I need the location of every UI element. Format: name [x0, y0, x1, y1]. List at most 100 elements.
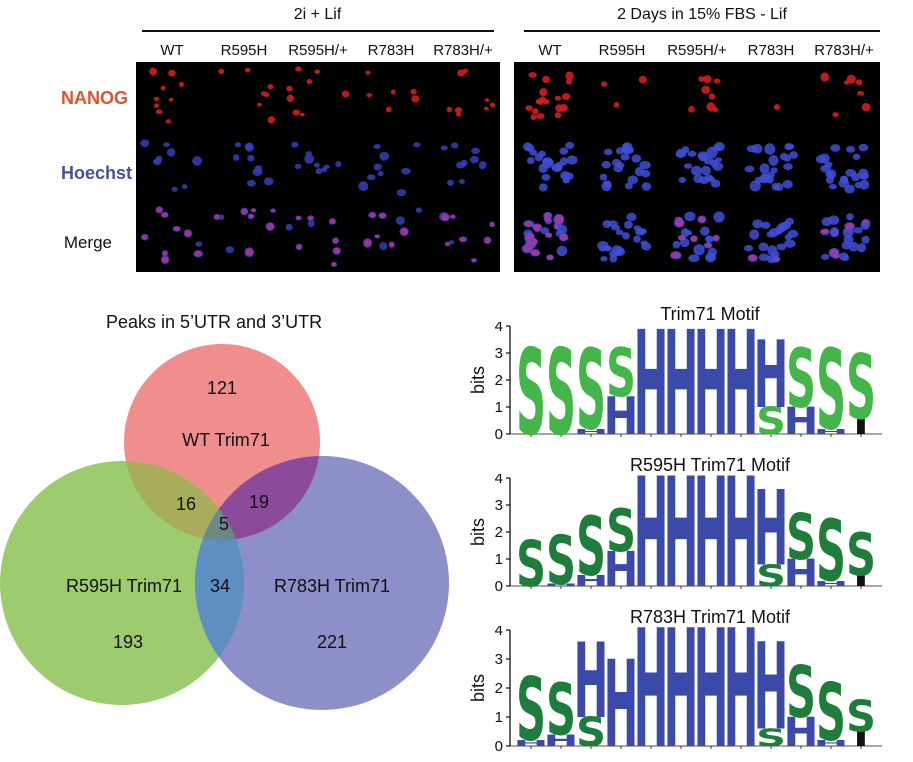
- logo-0-pos-10-s: S: [816, 325, 846, 444]
- micrograph-right-nanog-2: [661, 62, 733, 131]
- logo-0-pos-3-s: S: [606, 336, 636, 413]
- ytick-label-0-4: 4: [495, 322, 503, 335]
- logo-1-pos-2-s: S: [576, 501, 606, 594]
- logo-0-pos-10-h: H: [814, 427, 849, 436]
- micrograph-left-hoechst-0: [136, 132, 208, 202]
- micrograph-left-merge-1: [209, 203, 281, 272]
- col-label-right-wt: WT: [538, 42, 562, 59]
- ytick-label-2-0: 0: [495, 738, 503, 754]
- logo-0-pos-8-h: H: [754, 322, 789, 429]
- venn-count-wt-only: 121: [207, 378, 237, 398]
- logo-ylabel-2: bits: [468, 674, 488, 702]
- col-label-right-r783h: R783H: [747, 42, 795, 59]
- ytick-label-1-2: 2: [495, 524, 503, 541]
- col-label-right-r595h-het: R595H/+: [667, 42, 727, 59]
- micrograph-right-hoechst-3: [734, 132, 807, 202]
- micrograph-right-hoechst-2: [661, 132, 733, 202]
- col-label-right-r595h: R595H: [598, 42, 646, 59]
- row-label-nanog: NANOG: [61, 88, 128, 108]
- logo-1-pos-10-h: H: [814, 579, 849, 588]
- venn-count-r595h-only: 193: [113, 632, 143, 652]
- group-left-title: 2i + Lif: [293, 6, 342, 23]
- micrograph-left-merge-4: [428, 203, 500, 272]
- logo-3-title: R783H Trim71 Motif: [629, 607, 791, 627]
- col-label-left-r595h: R595H: [220, 42, 268, 59]
- group-right-rule: [524, 30, 880, 32]
- logo-2-pos-8-h: H: [754, 626, 789, 754]
- micrograph-left-hoechst-1: [209, 132, 281, 202]
- logo-1-pos-9-h: H: [784, 553, 819, 594]
- logo-0-pos-7-h: H: [724, 322, 759, 444]
- logo-2-pos-9-s: S: [786, 651, 816, 734]
- logo-0-pos-2-s: S: [576, 325, 606, 444]
- ytick-label-0-3: 3: [495, 345, 503, 362]
- logo-2-pos-10-h: H: [814, 739, 849, 748]
- micrograph-right-nanog-3: [734, 62, 807, 131]
- micrograph-left-nanog-0: [136, 62, 208, 131]
- logo-2-pos-10-s: S: [816, 666, 846, 754]
- venn-count-wt-r783h: 19: [249, 492, 269, 512]
- venn-label-r783h: R783H Trim71: [274, 576, 390, 596]
- logo-1-pos-11-s: S: [846, 522, 876, 590]
- logo-1-pos-3-s: S: [606, 498, 636, 566]
- logo-0-pos-6-h: H: [694, 322, 729, 444]
- micrograph-right-merge-2: [661, 203, 733, 272]
- logo-1-pos-8-s: S: [756, 560, 786, 594]
- logo-0-pos-1-s: S: [546, 325, 576, 444]
- row-label-hoechst: Hoechst: [60, 163, 132, 183]
- group-left-rule: [142, 30, 494, 32]
- logo-1-pos-11-i: I: [853, 573, 868, 590]
- venn-label-r595h: R595H Trim71: [66, 576, 182, 596]
- venn-diagram: 121 WT Trim71 16 19 5 R595H Trim71 34 R7…: [0, 344, 449, 710]
- logo-0-pos-11-s: S: [846, 337, 876, 440]
- logo-2-pos-1-h: H: [544, 732, 579, 750]
- ytick-label-1-4: 4: [495, 474, 503, 487]
- micrograph-right-merge-3: [734, 203, 807, 272]
- logo-0-pos-2-h: H: [574, 427, 609, 436]
- logo-1-pos-1-s: S: [546, 523, 576, 594]
- micrograph-left-merge-2: [282, 203, 354, 272]
- micrograph-right-nanog-1: [587, 62, 660, 131]
- logo-2-pos-0-h: H: [514, 739, 549, 748]
- micrograph-right-merge-4: [808, 203, 880, 272]
- logo-0-pos-5-h: H: [664, 322, 699, 444]
- logo-2-pos-5-h: H: [664, 626, 699, 754]
- micrograph-left-nanog-3: [355, 62, 427, 131]
- logo-ylabel-1: bits: [468, 518, 488, 546]
- micrograph-right-merge-0: [514, 203, 586, 272]
- micrograph-left-nanog-4: [428, 62, 500, 131]
- logo-2-pos-11-i: I: [853, 728, 868, 751]
- logo-2-pos-3-h: H: [604, 636, 639, 754]
- micrograph-left-nanog-2: [282, 62, 354, 131]
- ytick-label-2-3: 3: [495, 651, 503, 668]
- ytick-label-2-2: 2: [495, 680, 503, 697]
- ytick-label-0-0: 0: [495, 426, 503, 443]
- micrograph-right-hoechst-1: [587, 132, 660, 202]
- ytick-label-1-1: 1: [495, 551, 503, 568]
- micrograph-left-merge-0: [136, 203, 208, 272]
- micrograph-left-merge-3: [355, 203, 427, 272]
- venn-count-all: 5: [219, 514, 229, 534]
- venn-overlap-wt-r783h: [195, 456, 320, 540]
- col-label-right-r783h-het: R783H/+: [814, 42, 874, 59]
- ytick-label-1-0: 0: [495, 578, 503, 594]
- logo-2-pos-2-h: H: [574, 626, 609, 742]
- micrograph-left-hoechst-3: [355, 132, 427, 202]
- logo-1-pos-8-h: H: [754, 474, 789, 589]
- logo-2-pos-7-h: H: [724, 626, 759, 754]
- image-grid-2i-lif: [136, 62, 500, 272]
- image-grid-fbs: [514, 62, 880, 272]
- logo-1-pos-7-h: H: [724, 474, 759, 594]
- logo-1-pos-10-s: S: [816, 502, 846, 594]
- logo-1-pos-9-s: S: [786, 501, 816, 574]
- logo-1-pos-2-h: H: [574, 573, 609, 590]
- logo-2-pos-11-s: S: [846, 691, 876, 742]
- logo-2-pos-0-s: S: [516, 661, 546, 754]
- logo-1-pos-3-h: H: [604, 541, 639, 594]
- logo-2-pos-4-h: H: [634, 626, 669, 754]
- logo-ylabel-0: bits: [468, 366, 488, 394]
- logo-1-pos-4-h: H: [634, 474, 669, 594]
